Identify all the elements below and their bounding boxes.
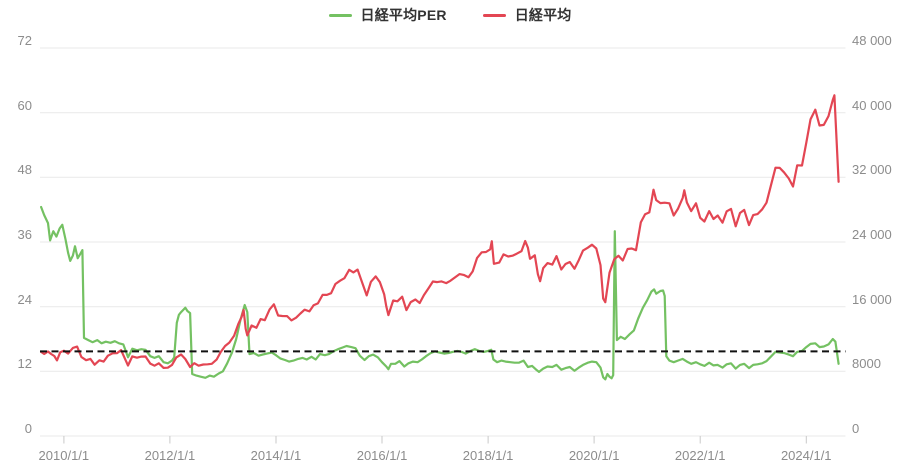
legend: 日経平均PER 日経平均 — [0, 5, 900, 25]
legend-marker-line-icon — [482, 13, 506, 17]
legend-item-nikkei[interactable]: 日経平均 — [482, 5, 572, 25]
x-axis-tick-label: 2020/1/1 — [568, 448, 620, 463]
y-axis-tick-label: 36 — [17, 227, 32, 242]
y-axis-tick-label: 16 000 — [852, 291, 892, 307]
legend-label-nikkei-per: 日経平均PER — [360, 7, 447, 23]
y-axis-tick-label: 32 000 — [852, 162, 892, 178]
y-axis-tick-label: 60 — [17, 97, 32, 113]
y-axis-tick-label: 0 — [852, 421, 860, 436]
y-axis-tick-label: 12 — [17, 356, 32, 372]
y-axis-tick-label: 24 000 — [852, 227, 892, 242]
x-axis-tick-label: 2024/1/1 — [780, 448, 832, 463]
y-axis-tick-label: 0 — [24, 421, 32, 436]
legend-marker-line-icon — [328, 13, 352, 17]
y-axis-tick-label: 72 — [17, 33, 32, 48]
legend-item-nikkei-per[interactable]: 日経平均PER — [328, 5, 447, 25]
y-axis-tick-label: 48 000 — [852, 33, 892, 48]
y-axis-tick-label: 40 000 — [852, 97, 892, 113]
x-axis-tick-label: 2012/1/1 — [144, 448, 196, 463]
y-axis-tick-label: 24 — [17, 291, 32, 307]
legend-label-nikkei: 日経平均 — [514, 7, 572, 23]
x-axis-tick-label: 2018/1/1 — [462, 448, 514, 463]
x-axis-tick-label: 2014/1/1 — [250, 448, 302, 463]
x-axis-tick-label: 2022/1/1 — [674, 448, 726, 463]
y-axis-tick-label: 48 — [17, 162, 32, 178]
x-axis-tick-label: 2016/1/1 — [356, 448, 408, 463]
x-axis-tick-label: 2010/1/1 — [38, 448, 90, 463]
y-axis-tick-label: 8000 — [852, 356, 881, 372]
